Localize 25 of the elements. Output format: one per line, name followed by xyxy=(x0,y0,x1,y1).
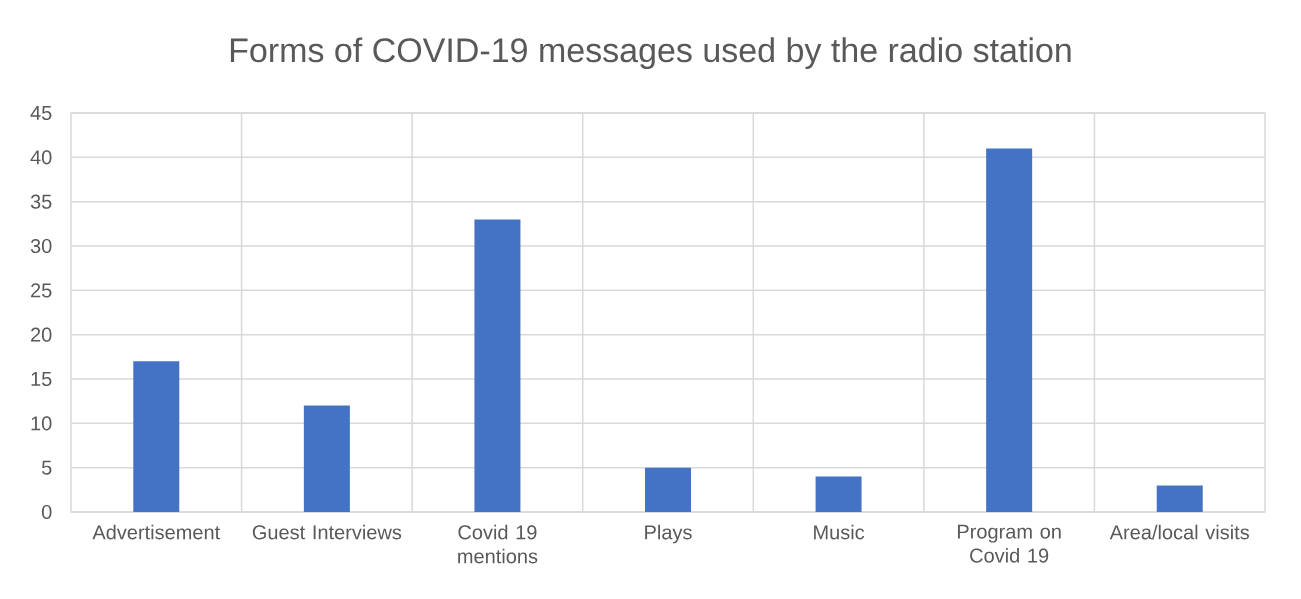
bar xyxy=(815,476,862,512)
bar xyxy=(645,467,692,512)
y-tick-label: 25 xyxy=(31,283,52,298)
y-tick-label: 35 xyxy=(30,194,52,209)
x-tick-label: Guest Interviews xyxy=(252,524,402,540)
y-tick-label: 20 xyxy=(31,327,52,342)
x-tick-label: Advertisement xyxy=(92,524,221,540)
x-tick-label: Program on Covid 19 xyxy=(957,524,1061,563)
y-tick-label: 0 xyxy=(41,504,52,520)
chart-title: Forms of COVID-19 messages used by the radio station xyxy=(230,37,1071,70)
x-tick-label: Plays xyxy=(645,524,692,544)
bar xyxy=(133,361,180,512)
y-tick-label: 10 xyxy=(31,416,52,431)
y-tick-label: 45 xyxy=(30,106,52,120)
x-tick-label: Area/local visits xyxy=(1109,524,1249,540)
y-tick-label: 30 xyxy=(30,238,52,254)
bar xyxy=(986,148,1033,512)
x-tick-label: Music xyxy=(814,524,865,540)
bar xyxy=(303,405,350,512)
y-tick-label: 15 xyxy=(31,372,52,386)
y-tick-label: 5 xyxy=(41,460,52,475)
bar xyxy=(474,219,521,512)
bar xyxy=(1156,485,1203,512)
x-tick-label: Covid 19 mentions xyxy=(458,524,538,564)
y-tick-label: 40 xyxy=(30,150,52,165)
